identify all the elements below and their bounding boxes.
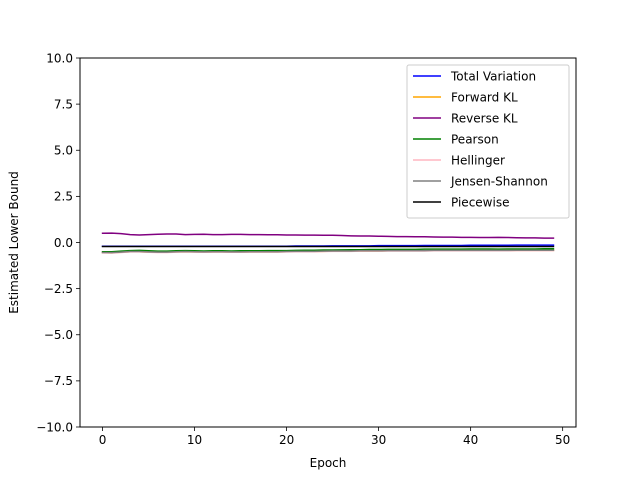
legend-label: Piecewise <box>451 195 509 209</box>
x-axis: 0 10 20 30 40 50 <box>99 427 570 447</box>
legend-label: Reverse KL <box>451 111 518 125</box>
x-tick-label: 0 <box>99 433 107 447</box>
x-tick-label: 10 <box>187 433 202 447</box>
y-tick-label: 5.0 <box>54 144 73 158</box>
legend-label: Jensen-Shannon <box>450 174 548 188</box>
y-tick-label: −7.5 <box>44 374 73 388</box>
legend: Total Variation Forward KL Reverse KL Pears… <box>406 64 570 219</box>
legend-label: Pearson <box>451 132 499 146</box>
y-tick-label: −10.0 <box>36 420 73 434</box>
legend-box <box>406 64 570 219</box>
series-line-pearson <box>101 248 555 253</box>
series-line-reverse-kl <box>101 232 555 239</box>
legend-label: Forward KL <box>451 90 518 104</box>
series-line-jensen-shannon <box>101 249 555 254</box>
y-axis-label: Estimated Lower Bound <box>7 171 21 314</box>
legend-label: Total Variation <box>450 69 536 83</box>
legend-label: Hellinger <box>451 153 505 167</box>
x-axis-label: Epoch <box>310 456 347 470</box>
x-tick-label: 30 <box>371 433 386 447</box>
y-tick-label: −5.0 <box>44 328 73 342</box>
y-tick-label: 0.0 <box>54 236 73 250</box>
y-tick-label: −2.5 <box>44 282 73 296</box>
x-tick-label: 20 <box>279 433 294 447</box>
x-tick-label: 40 <box>463 433 478 447</box>
x-tick-label: 50 <box>555 433 570 447</box>
y-tick-label: 2.5 <box>54 190 73 204</box>
series-layer <box>101 232 555 254</box>
y-tick-label: 10.0 <box>46 51 73 65</box>
y-axis: −10.0 −7.5 −5.0 −2.5 0.0 2.5 5.0 7.5 10.0 <box>36 51 80 434</box>
y-tick-label: 7.5 <box>54 97 73 111</box>
